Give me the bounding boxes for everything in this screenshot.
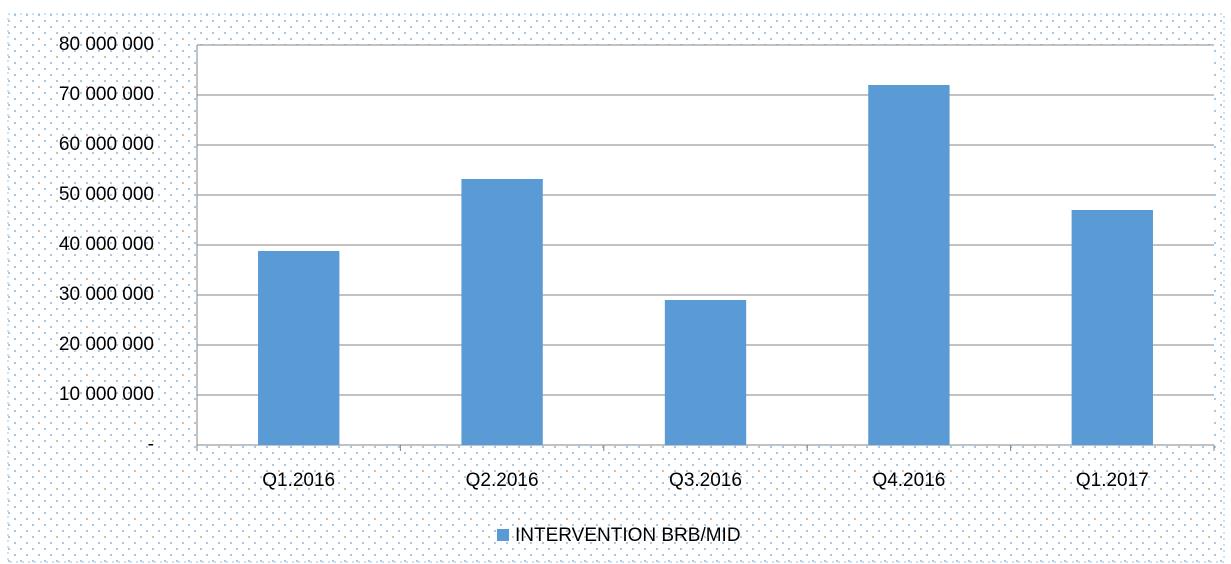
x-tick-label: Q2.2016	[466, 470, 539, 491]
y-tick-label: 10 000 000	[59, 384, 154, 405]
x-tick-label: Q1.2016	[262, 470, 335, 491]
bar	[1071, 210, 1153, 445]
x-tick-label: Q4.2016	[872, 470, 945, 491]
x-tick-label: Q1.2017	[1076, 470, 1149, 491]
y-tick-label: 20 000 000	[59, 334, 154, 355]
y-tick-label: 80 000 000	[59, 34, 154, 55]
legend-swatch	[497, 529, 509, 541]
bar	[461, 179, 543, 445]
y-tick-label: 70 000 000	[59, 84, 154, 105]
y-tick-label: 50 000 000	[59, 184, 154, 205]
y-tick-label: 40 000 000	[59, 234, 154, 255]
bar	[868, 85, 950, 445]
y-tick-label: 30 000 000	[59, 284, 154, 305]
y-tick-label: 60 000 000	[59, 134, 154, 155]
bar	[664, 300, 747, 445]
y-tick-label: -	[148, 434, 154, 455]
bar	[258, 251, 340, 445]
x-tick-label: Q3.2016	[669, 470, 742, 491]
legend-label: INTERVENTION BRB/MID	[515, 525, 741, 546]
